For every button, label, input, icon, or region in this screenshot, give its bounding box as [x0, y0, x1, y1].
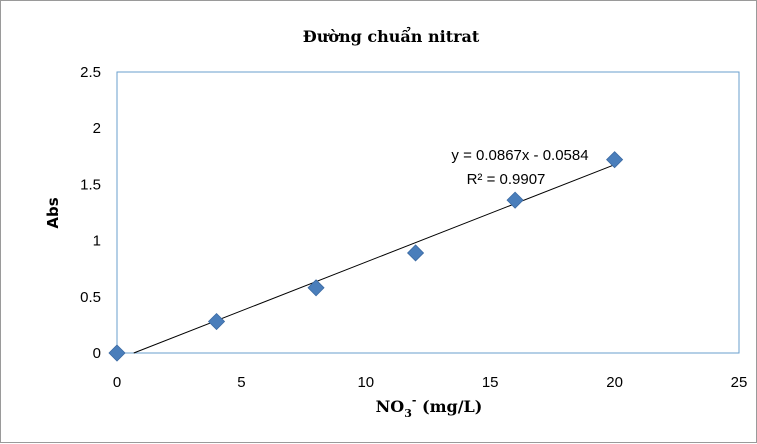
x-axis-title-superscript: -: [412, 394, 417, 407]
plot-area: [116, 71, 740, 354]
data-point: [207, 312, 226, 331]
data-point: [406, 244, 425, 262]
chart-title: Đường chuẩn nitrat: [303, 25, 480, 46]
x-tick-label: 15: [482, 374, 499, 391]
x-tick-label: 10: [357, 374, 374, 391]
data-point: [506, 191, 524, 209]
x-axis-title-main: NO: [376, 397, 405, 416]
trendline: [133, 164, 615, 354]
y-tick-label: 2: [93, 120, 101, 137]
r-squared-label: R² = 0.9907: [467, 171, 546, 188]
data-points: [108, 151, 624, 362]
data-point: [307, 279, 325, 297]
y-tick-labels: 0 0.5 1 1.5 2 2.5: [80, 64, 101, 362]
x-axis-title-units: (mg/L): [416, 397, 482, 416]
y-tick-label: 0.5: [80, 289, 101, 306]
y-tick-label: 1.5: [80, 176, 101, 193]
x-tick-label: 25: [731, 374, 748, 391]
y-tick-label: 1: [93, 233, 101, 250]
data-point: [606, 151, 624, 169]
x-tick-label: 0: [113, 374, 121, 391]
x-axis-title: NO3- (mg/L): [376, 394, 483, 420]
x-tick-label: 5: [237, 374, 245, 391]
y-axis-title: Abs: [44, 197, 62, 228]
y-tick-label: 2.5: [80, 64, 101, 81]
x-axis-title-subscript: 3: [404, 407, 412, 420]
trendline-equation: y = 0.0867x - 0.0584: [451, 147, 588, 164]
y-tick-label: 0: [93, 345, 101, 362]
x-tick-labels: 0 5 10 15 20 25: [113, 374, 748, 391]
x-tick-label: 20: [606, 374, 623, 391]
data-point: [108, 344, 126, 362]
